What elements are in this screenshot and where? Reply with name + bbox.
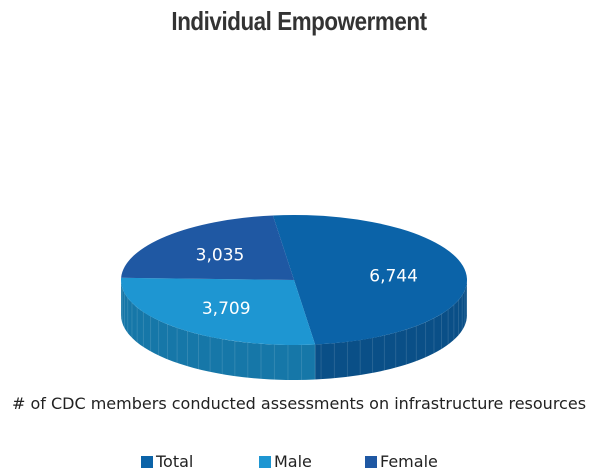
legend-label-total: Total (156, 452, 194, 471)
chart-title: Individual Empowerment (171, 6, 427, 36)
data-label-total: 6,744 (369, 266, 418, 286)
legend-item-female: Female (365, 452, 438, 471)
legend-item-total: Total (141, 452, 193, 471)
legend-swatch-total (141, 455, 153, 468)
pie-slice-female (121, 215, 294, 280)
legend-swatch-male (259, 455, 271, 468)
pie-slice-male (120, 277, 316, 345)
pie-side-total (315, 280, 467, 380)
legend-swatch-female (365, 455, 377, 468)
data-label-male: 3,709 (202, 299, 251, 319)
chart-caption: # of CDC members conducted assessments o… (11, 394, 587, 413)
data-label-female: 3,035 (196, 246, 245, 266)
legend-label-male: Male (274, 452, 312, 471)
pie-data-labels: 6,744 3,709 3,035 (196, 246, 418, 319)
legend-item-male: Male (259, 452, 312, 471)
pie-slice-total (272, 215, 467, 345)
pie-side-male (121, 280, 316, 380)
pie-sides (120, 280, 468, 380)
legend-label-female: Female (380, 452, 438, 471)
pie-tops (120, 215, 467, 345)
